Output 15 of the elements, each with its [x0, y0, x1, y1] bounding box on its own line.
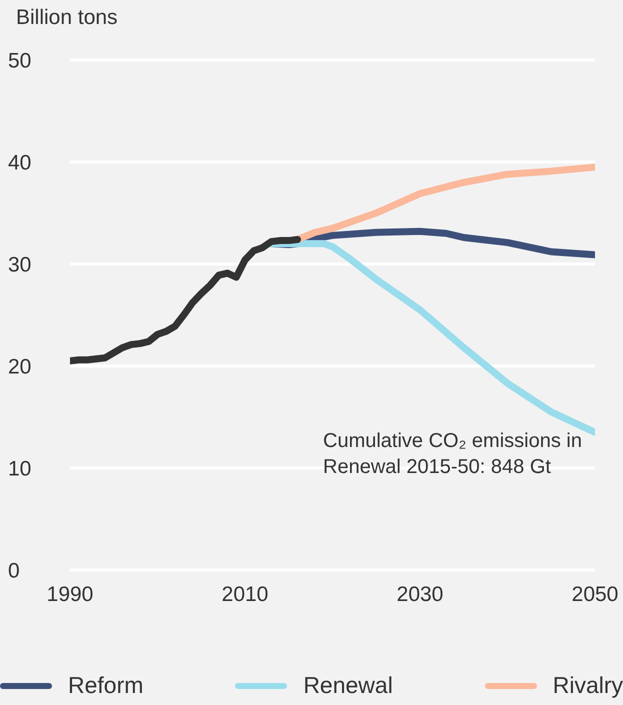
y-tick-label: 0 — [8, 559, 20, 582]
y-axis-title: Billion tons — [16, 6, 118, 30]
y-tick-label: 20 — [8, 355, 32, 378]
legend-label: Renewal — [303, 672, 393, 699]
y-tick-label: 10 — [8, 457, 32, 480]
y-tick-label: 40 — [8, 151, 32, 174]
x-tick-label: 2050 — [572, 582, 618, 606]
legend-label: Reform — [68, 672, 144, 699]
x-tick-label: 2010 — [222, 582, 268, 606]
x-tick-label: 2030 — [396, 582, 444, 606]
legend-label: Rivalry — [552, 672, 623, 699]
y-tick-label: 30 — [8, 253, 32, 276]
x-tick-label: 1990 — [46, 582, 94, 606]
annotation: Cumulative CO₂ emissions in Renewal 2015-50: 848 Gt — [323, 429, 583, 480]
y-tick-label: 50 — [8, 49, 32, 72]
